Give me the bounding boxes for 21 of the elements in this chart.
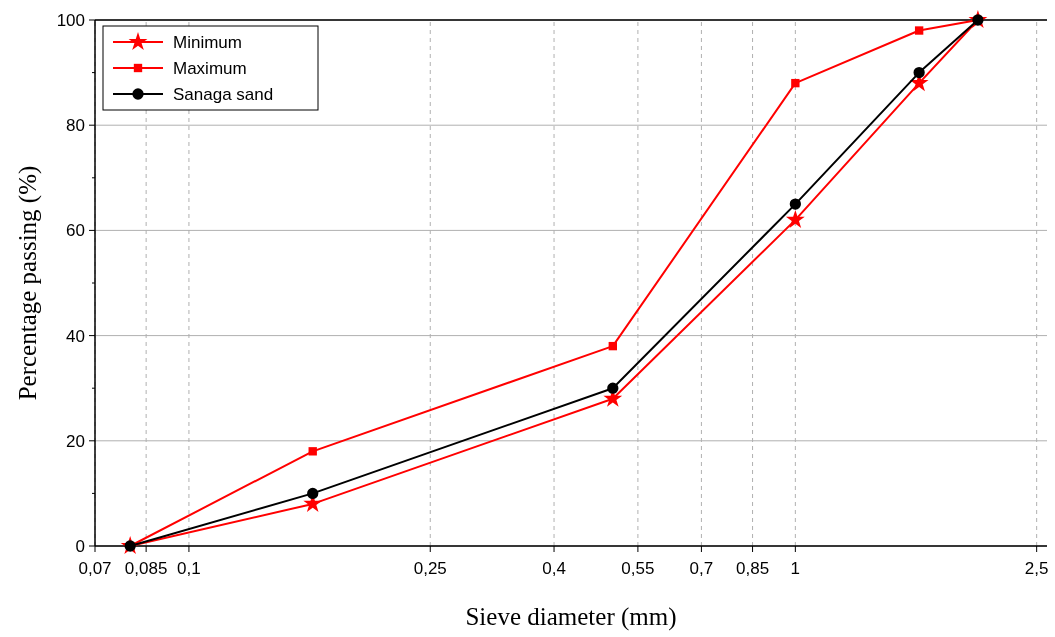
y-tick-label: 80 xyxy=(66,116,85,136)
y-tick-label: 40 xyxy=(66,326,85,346)
x-tick-label: 2,5 xyxy=(1024,559,1049,578)
x-axis-title: Sieve diameter (mm) xyxy=(465,603,677,631)
x-tick-label: 1 xyxy=(790,559,801,578)
x-tick-label: 0,25 xyxy=(413,559,447,578)
y-tick-label: 20 xyxy=(66,431,85,451)
y-axis-title: Percentage passing (%) xyxy=(14,165,42,401)
x-tick-label: 0,07 xyxy=(78,559,112,578)
legend-label: Sanaga sand xyxy=(173,84,274,104)
x-tick-label: 0,085 xyxy=(124,559,168,578)
x-tick-label: 0,55 xyxy=(621,559,655,578)
x-tick-label: 0,7 xyxy=(689,559,714,578)
x-tick-label: 0,1 xyxy=(177,559,201,578)
x-tick-label: 0,4 xyxy=(542,559,566,578)
y-tick-label: 60 xyxy=(66,221,85,241)
legend-label: Minimum xyxy=(173,32,242,52)
x-tick-label: 0,85 xyxy=(736,559,770,578)
y-tick-label: 100 xyxy=(56,10,85,30)
legend-label: Maximum xyxy=(173,58,247,78)
y-tick-label: 0 xyxy=(75,536,85,556)
